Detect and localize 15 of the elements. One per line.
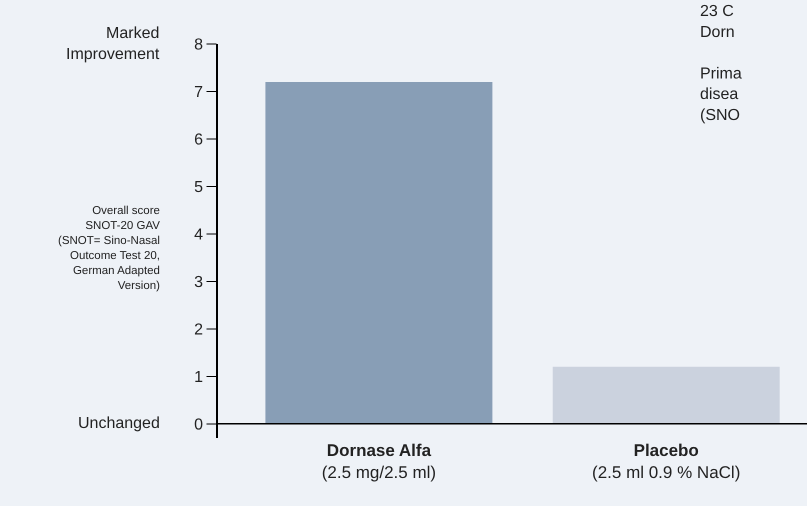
y-axis-title: Overall score SNOT-20 GAV (SNOT= Sino-Nasal Outcome Test 20, German Adapted Version) bbox=[58, 205, 160, 292]
y-tick-label: 8 bbox=[194, 36, 204, 54]
y-tick-label: 3 bbox=[194, 274, 204, 291]
y-tick-label: 1 bbox=[194, 368, 204, 386]
y-tick-label: 6 bbox=[194, 132, 204, 149]
x-tick-label: Dornase Alfa (2.5 mg/2.5 ml) bbox=[322, 441, 436, 482]
x-tick-label: Placebo (2.5 ml 0.9 % NaCl) bbox=[592, 441, 740, 482]
text: Marked Improvement bbox=[66, 25, 160, 63]
y-tick-label: 0 bbox=[194, 416, 204, 434]
y-tick-label: 5 bbox=[194, 179, 204, 196]
text: Unchanged bbox=[78, 415, 160, 432]
text: 23 C Dorn Prima disea (SNO bbox=[700, 3, 742, 124]
y-tick-label: 4 bbox=[194, 226, 204, 244]
y-tick-label: 2 bbox=[194, 321, 204, 338]
y-tick-label: 7 bbox=[194, 84, 204, 102]
